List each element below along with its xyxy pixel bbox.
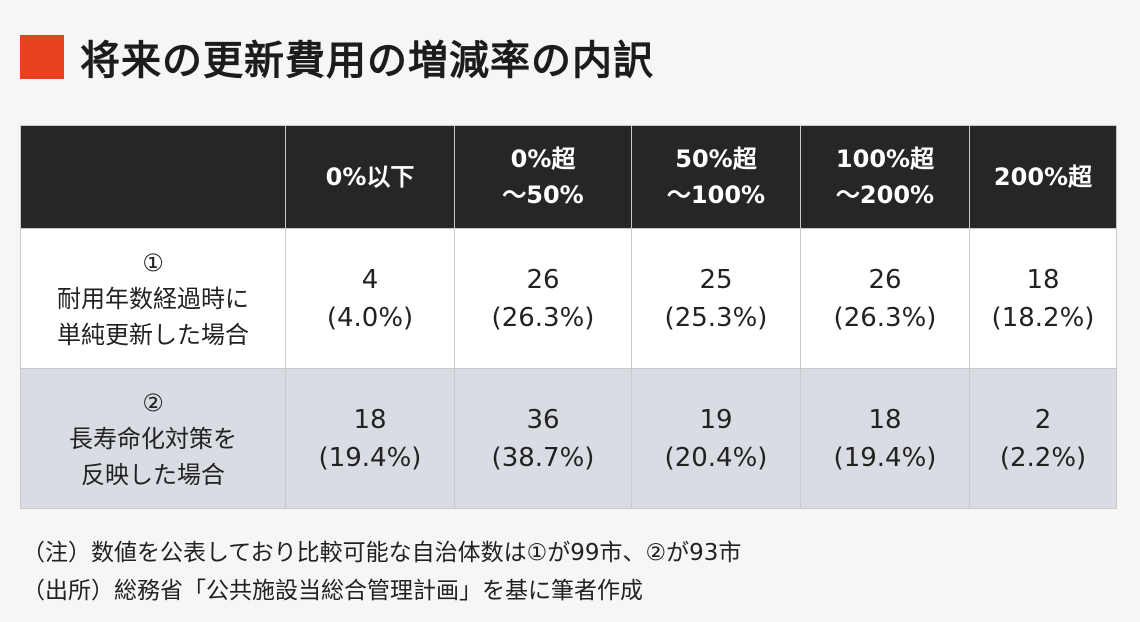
header-cell-1: 0%以下	[285, 125, 455, 229]
header-cell-corner	[20, 125, 286, 229]
cell-count: 26	[868, 264, 902, 295]
title-accent-square	[20, 35, 64, 79]
cell-count: 26	[526, 264, 560, 295]
cell-count: 2	[1034, 404, 1052, 435]
cell-count: 25	[699, 264, 733, 295]
cell-percent: (2.2%)	[999, 442, 1087, 473]
table-row: ② 長寿命化対策を 反映した場合 18 (19.4%) 36 (38.7%) 1…	[20, 368, 1117, 509]
cell-percent: (20.4%)	[664, 442, 768, 473]
cell-percent: (25.3%)	[664, 302, 768, 333]
cell-count: 19	[699, 404, 733, 435]
table-cell: 25 (25.3%)	[631, 228, 801, 369]
page-title: 将来の更新費用の増減率の内訳	[80, 38, 654, 84]
cell-percent: (4.0%)	[326, 302, 414, 333]
header-label: 0%以下	[325, 163, 415, 191]
row-label-line: 単純更新した場合	[57, 320, 249, 349]
cell-count: 18	[353, 404, 387, 435]
source-line: （出所）総務省「公共施設当総合管理計画」を基に筆者作成	[22, 578, 643, 604]
header-cell-2: 0%超 ～50%	[454, 125, 632, 229]
table-cell: 18 (19.4%)	[285, 368, 455, 509]
table-cell: 18 (19.4%)	[800, 368, 970, 509]
row-label-line: ①	[142, 248, 164, 277]
header-label: 50%超	[675, 145, 757, 173]
header-cell-5: 200%超	[969, 125, 1117, 229]
cell-percent: (18.2%)	[991, 302, 1095, 333]
table-cell: 36 (38.7%)	[454, 368, 632, 509]
header-label: ～200%	[835, 181, 935, 209]
row-label-2: ② 長寿命化対策を 反映した場合	[20, 368, 286, 509]
footnotes: （注）数値を公表しており比較可能な自治体数は①が99市、②が93市 （出所）総務…	[22, 534, 741, 610]
table-cell: 26 (26.3%)	[454, 228, 632, 369]
cell-percent: (19.4%)	[833, 442, 937, 473]
cell-percent: (26.3%)	[491, 302, 595, 333]
cell-percent: (38.7%)	[491, 442, 595, 473]
table-cell: 19 (20.4%)	[631, 368, 801, 509]
row-label-line: 耐用年数経過時に	[57, 284, 249, 313]
cell-count: 4	[361, 264, 379, 295]
table-cell: 2 (2.2%)	[969, 368, 1117, 509]
table-row: ① 耐用年数経過時に 単純更新した場合 4 (4.0%) 26 (26.3%) …	[20, 228, 1117, 369]
row-label-1: ① 耐用年数経過時に 単純更新した場合	[20, 228, 286, 369]
header-label: ～50%	[502, 181, 584, 209]
table-cell: 4 (4.0%)	[285, 228, 455, 369]
cell-percent: (26.3%)	[833, 302, 937, 333]
table-cell: 18 (18.2%)	[969, 228, 1117, 369]
cell-count: 18	[868, 404, 902, 435]
header-row: 0%以下 0%超 ～50% 50%超 ～100% 100%超 ～200% 200…	[20, 125, 1117, 229]
note-line: （注）数値を公表しており比較可能な自治体数は①が99市、②が93市	[22, 540, 742, 566]
cell-percent: (19.4%)	[318, 442, 422, 473]
row-label-line: 長寿命化対策を	[69, 424, 237, 453]
table-cell: 26 (26.3%)	[800, 228, 970, 369]
header-label: 100%超	[835, 145, 935, 173]
title-row: 将来の更新費用の増減率の内訳	[20, 30, 654, 84]
header-label: ～100%	[666, 181, 766, 209]
row-label-line: ②	[142, 388, 164, 417]
cell-count: 18	[1026, 264, 1060, 295]
row-label-line: 反映した場合	[81, 460, 225, 489]
header-cell-4: 100%超 ～200%	[800, 125, 970, 229]
header-label: 200%超	[993, 163, 1093, 191]
data-table: 0%以下 0%超 ～50% 50%超 ～100% 100%超 ～200% 200…	[20, 125, 1117, 509]
header-cell-3: 50%超 ～100%	[631, 125, 801, 229]
cell-count: 36	[526, 404, 560, 435]
header-label: 0%超	[510, 145, 576, 173]
